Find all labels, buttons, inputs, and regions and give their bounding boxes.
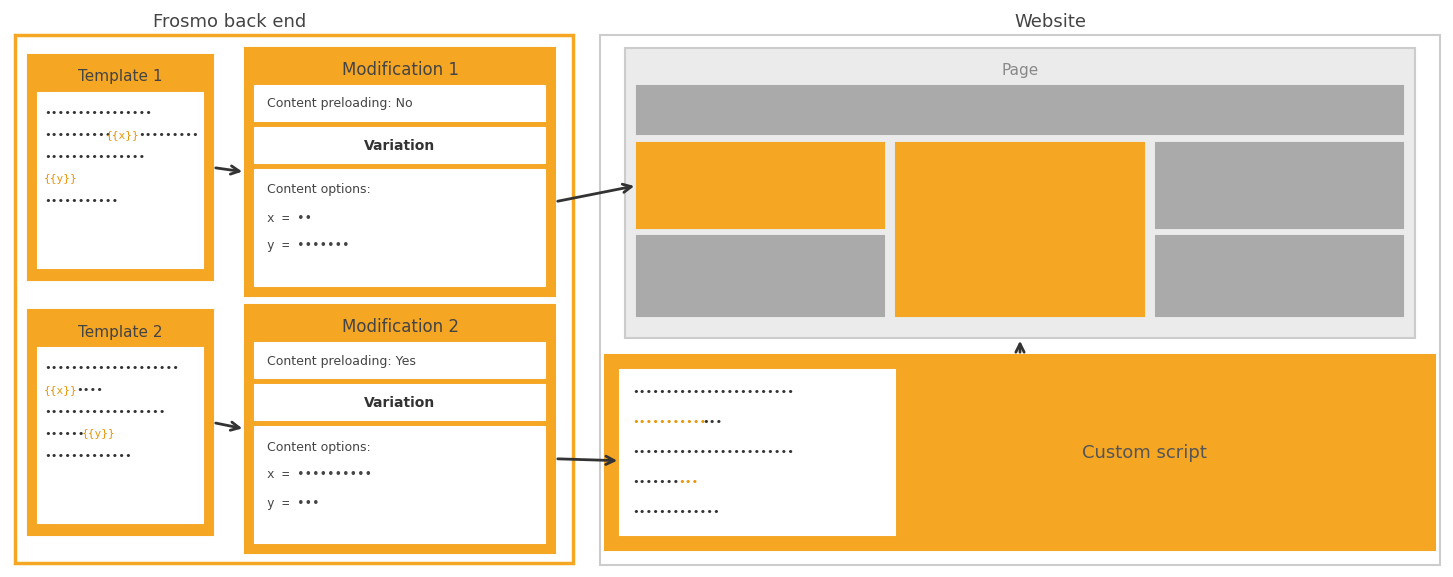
Bar xyxy=(636,86,1404,134)
Bar xyxy=(254,170,545,286)
Text: {{x}}: {{x}} xyxy=(44,385,78,395)
Bar xyxy=(15,35,572,563)
Text: •••••••••••••: ••••••••••••• xyxy=(44,451,132,461)
Bar xyxy=(38,348,203,523)
Bar xyxy=(636,143,885,228)
Text: Custom script: Custom script xyxy=(1082,444,1207,462)
Text: Frosmo back end: Frosmo back end xyxy=(154,13,307,31)
Text: Website: Website xyxy=(1014,13,1085,31)
Bar xyxy=(1155,143,1404,228)
Bar xyxy=(38,93,203,268)
Bar xyxy=(636,236,885,316)
Text: Template 1: Template 1 xyxy=(78,69,163,84)
Bar xyxy=(620,370,895,535)
Text: •••••••••: ••••••••• xyxy=(138,130,199,140)
Text: Content preloading: No: Content preloading: No xyxy=(267,98,413,111)
Text: y = •••: y = ••• xyxy=(267,496,320,509)
Text: {{y}}: {{y}} xyxy=(44,174,78,184)
Text: ••••••••••••••••••: •••••••••••••••••• xyxy=(44,407,166,417)
Bar xyxy=(604,355,1436,550)
Text: Variation: Variation xyxy=(365,139,436,153)
Bar xyxy=(254,86,545,121)
Bar xyxy=(1155,236,1404,316)
Bar xyxy=(28,55,214,280)
Text: •••••••••••••: ••••••••••••• xyxy=(632,507,719,517)
Text: {{y}}: {{y}} xyxy=(81,429,116,439)
Text: x = ••: x = •• xyxy=(267,212,312,224)
Text: ••••••••••: •••••••••• xyxy=(44,130,112,140)
Bar xyxy=(600,35,1440,565)
Text: •••••••••••••••: ••••••••••••••• xyxy=(44,152,145,162)
Text: ••••••••••••••••••••••••: •••••••••••••••••••••••• xyxy=(632,387,793,397)
Bar xyxy=(246,305,555,553)
Text: ••••••: •••••• xyxy=(44,429,84,439)
Text: ••••••••••••••••••••: •••••••••••••••••••• xyxy=(44,363,179,373)
Bar xyxy=(246,48,555,296)
Text: •••: ••• xyxy=(679,477,699,487)
Text: ••••••••••••••••: •••••••••••••••• xyxy=(44,108,153,118)
Bar xyxy=(254,427,545,543)
Bar xyxy=(254,343,545,378)
Text: ••••: •••• xyxy=(76,385,103,395)
Bar xyxy=(625,48,1415,338)
Text: Content options:: Content options: xyxy=(267,183,371,197)
Text: •••••••••••: ••••••••••• xyxy=(44,196,118,206)
Text: Content preloading: Yes: Content preloading: Yes xyxy=(267,354,416,368)
Text: •••••••: ••••••• xyxy=(632,477,679,487)
Text: Content options:: Content options: xyxy=(267,440,371,454)
Text: Variation: Variation xyxy=(365,396,436,410)
Text: Template 2: Template 2 xyxy=(78,324,163,339)
Text: •••••••••••: ••••••••••• xyxy=(632,417,706,427)
Text: Modification 2: Modification 2 xyxy=(341,318,459,336)
Bar xyxy=(28,310,214,535)
Bar xyxy=(254,385,545,420)
Text: Page: Page xyxy=(1001,62,1039,77)
Bar xyxy=(897,143,1144,316)
Text: {{x}}: {{x}} xyxy=(106,130,139,140)
Text: y = •••••••: y = ••••••• xyxy=(267,239,350,253)
Text: x = ••••••••••: x = •••••••••• xyxy=(267,469,372,481)
Bar xyxy=(254,128,545,163)
Text: •••: ••• xyxy=(702,417,722,427)
Text: Modification 1: Modification 1 xyxy=(341,61,459,79)
Text: ••••••••••••••••••••••••: •••••••••••••••••••••••• xyxy=(632,447,793,457)
